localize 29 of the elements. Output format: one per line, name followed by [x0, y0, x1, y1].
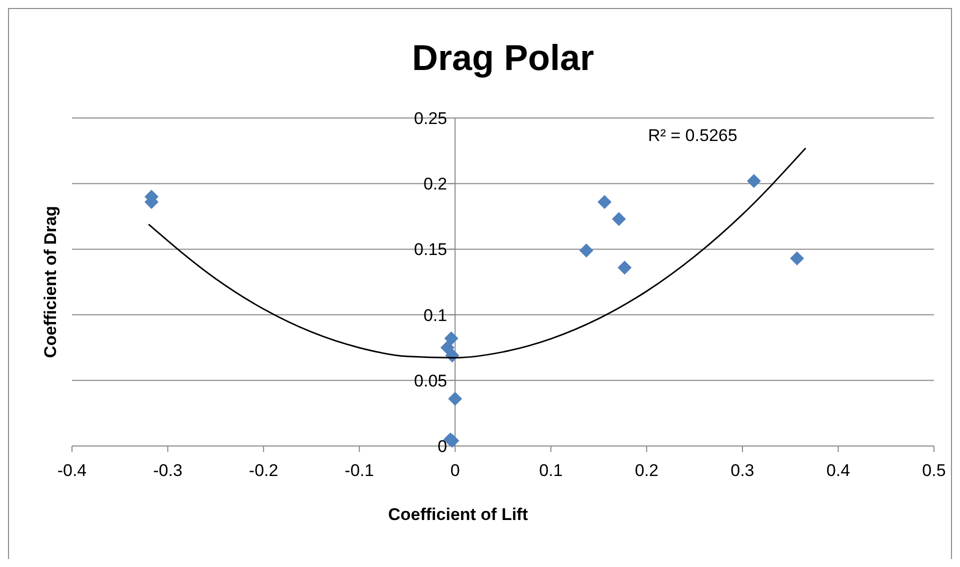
- x-tick-label: 0.3: [730, 461, 754, 480]
- point: [598, 194, 612, 209]
- y-tick-label: 0.15: [414, 240, 448, 260]
- x-tick-label: -0.2: [248, 461, 278, 480]
- x-tick-label: -0.4: [57, 461, 87, 480]
- y-tick-label: 0.25: [414, 109, 448, 128]
- y-tick-label: 0.05: [414, 371, 448, 390]
- point: [790, 251, 804, 266]
- y-axis-title: Coefficient of Drag: [41, 206, 60, 358]
- x-tick-label: 0.2: [634, 461, 658, 480]
- y-tick-label: 0.1: [423, 306, 448, 325]
- x-tick-label: 0.4: [826, 461, 850, 480]
- x-tick-label: -0.1: [344, 461, 374, 480]
- x-tick-label: 0: [450, 461, 460, 480]
- x-axis-title: Coefficient of Lift: [388, 505, 528, 524]
- point: [618, 260, 632, 275]
- point: [444, 331, 458, 346]
- x-tick-label: -0.3: [153, 461, 182, 480]
- y-tick-label: 0.2: [423, 174, 448, 194]
- point: [579, 244, 594, 258]
- y-tick-label: 0: [438, 437, 448, 456]
- chart-title: Drag Polar: [412, 37, 594, 78]
- annotation: R² = 0.5265: [648, 126, 738, 145]
- point: [448, 392, 462, 406]
- point: [440, 340, 454, 355]
- x-tick-label: 0.5: [922, 461, 946, 480]
- point: [612, 212, 626, 226]
- x-tick-label: 0.1: [539, 461, 563, 480]
- point: [746, 174, 761, 188]
